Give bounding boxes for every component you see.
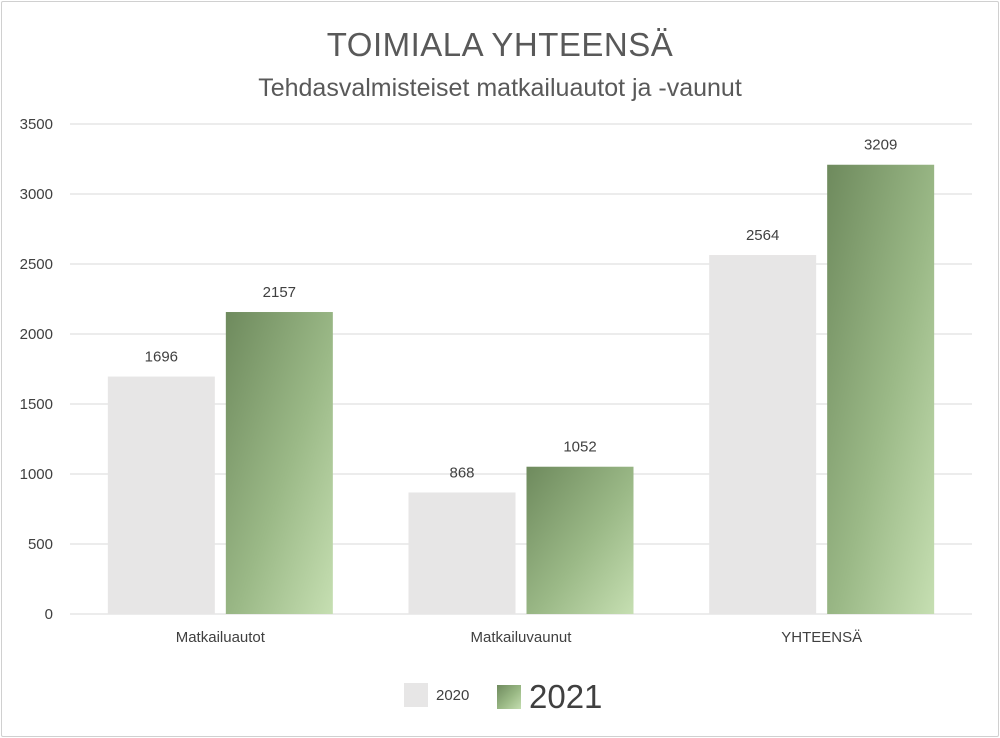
y-tick-label: 1500 [20,396,53,413]
y-tick-label: 2500 [20,256,53,273]
legend-item-2020: 2020 [404,683,469,707]
y-tick-label: 500 [28,536,53,553]
legend-swatch-2020 [404,683,428,707]
x-category-label: Matkailuautot [176,629,266,646]
bar-2020 [408,492,516,614]
data-label: 3209 [864,137,897,154]
data-label: 1696 [145,349,178,366]
data-label: 2157 [263,284,296,301]
y-tick-label: 0 [45,606,53,623]
legend-label-2020: 2020 [436,686,470,704]
bar-2020 [709,255,817,615]
legend-swatch-2021 [497,685,521,709]
y-tick-label: 1000 [20,466,53,483]
y-tick-label: 3500 [20,116,53,133]
legend-label-2021: 2021 [529,678,603,715]
bar-2021 [827,164,935,615]
data-label: 2564 [746,227,779,244]
legend: 2020 2021 [0,678,1000,715]
y-tick-label: 2000 [20,326,53,343]
gridlines [70,123,972,615]
x-category-label: Matkailuvaunut [471,629,573,646]
bar-2021 [225,312,333,614]
chart-subtitle: Tehdasvalmisteiset matkailuautot ja -vau… [258,74,742,102]
data-label: 868 [449,464,474,481]
y-axis-ticks: 0 500 1000 1500 2000 2500 3000 3500 [20,116,53,623]
bar-2020 [107,376,215,614]
legend-item-2021: 2021 [497,678,602,716]
x-category-label: YHTEENSÄ [781,629,862,646]
chart-title: TOIMIALA YHTEENSÄ [326,26,674,63]
data-label: 1052 [563,439,596,456]
bars [107,164,935,615]
data-labels: 1696 2157 868 1052 2564 3209 [145,137,898,482]
x-axis-categories: Matkailuautot Matkailuvaunut YHTEENSÄ [176,629,862,646]
y-tick-label: 3000 [20,186,53,203]
bar-2021 [526,466,634,614]
